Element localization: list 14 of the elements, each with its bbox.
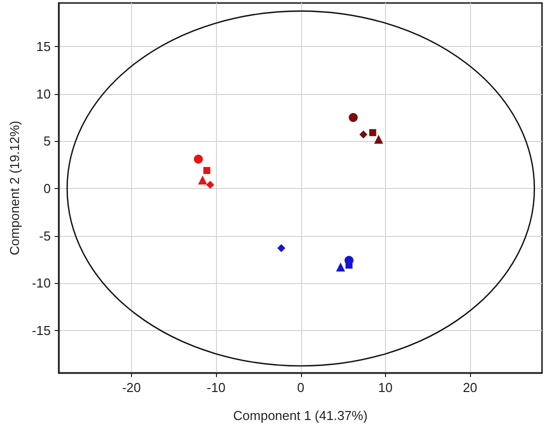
x-tick-label: -10 xyxy=(206,380,226,395)
y-tick-label: -15 xyxy=(32,322,51,338)
x-tick-label: 0 xyxy=(297,380,304,395)
x-tick-label: 10 xyxy=(378,380,393,395)
y-tick-label: 15 xyxy=(36,39,51,54)
x-axis-title: Component 1 (41.37%) xyxy=(233,408,368,423)
y-tick-label: 10 xyxy=(36,86,51,102)
y-tick-label: -5 xyxy=(39,228,51,244)
y-axis-title: Component 2 (19.12%) xyxy=(7,120,22,256)
x-tick-label: 20 xyxy=(462,380,478,395)
y-tick-label: -10 xyxy=(32,276,51,291)
y-tick-label: 0 xyxy=(43,180,51,196)
y-tick-label: 5 xyxy=(43,134,51,149)
x-tick-label: -20 xyxy=(122,380,141,395)
